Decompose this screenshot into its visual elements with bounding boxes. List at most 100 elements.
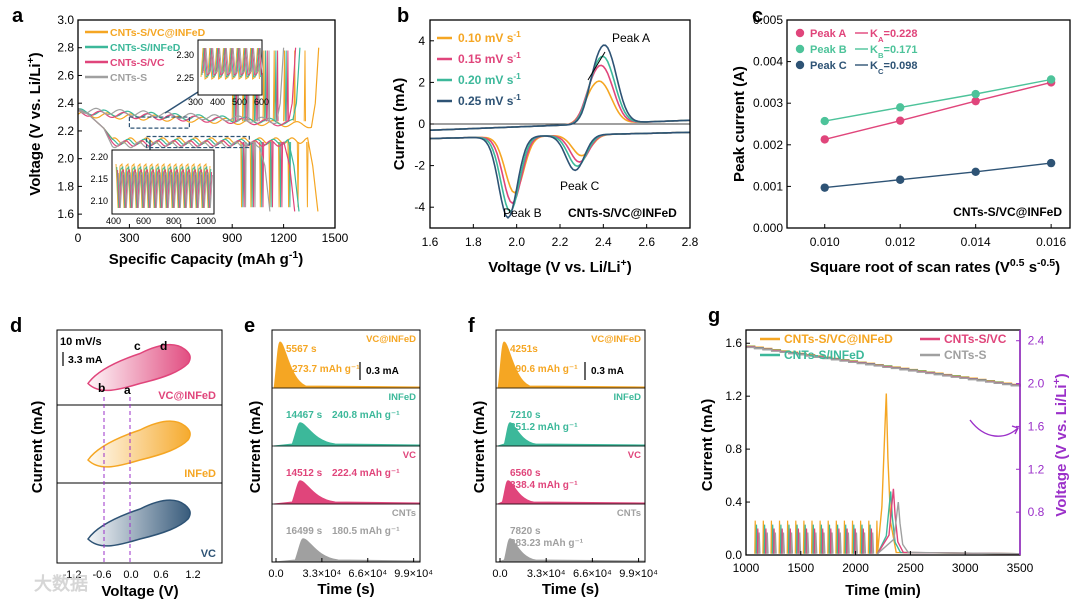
panel-e-xlabel: Time (s) xyxy=(317,581,374,598)
y-tick-label: 1.6 xyxy=(57,207,74,221)
x-tick-label: 0.010 xyxy=(810,235,840,249)
x-tick-label: 3000 xyxy=(952,561,979,575)
watermark-text: 大数据 xyxy=(34,573,88,594)
panel-e-frame xyxy=(271,329,421,563)
legend-k-value: KC=0.098 xyxy=(870,60,917,76)
inset-lower-curve-2 xyxy=(117,168,213,209)
panel-g-xlabel: Time (min) xyxy=(845,582,921,599)
y-right-tick-label: 2.4 xyxy=(1028,334,1045,348)
y-tick-label: 1.8 xyxy=(57,179,74,193)
y-right-tick-label: 1.2 xyxy=(1028,462,1045,476)
data-point xyxy=(971,96,980,106)
legend-label: CNTs-S xyxy=(110,72,147,84)
x-tick-label: 2.0 xyxy=(508,235,525,249)
charge-spike-0 xyxy=(262,50,265,122)
series-label: VC@INFeD xyxy=(366,334,416,345)
current-pulse-3 xyxy=(871,532,875,554)
current-pulse-3 xyxy=(798,532,802,554)
y-right-tick-label: 2.0 xyxy=(1028,377,1045,391)
inset-upper-ytick: 2.25 xyxy=(176,73,194,83)
y-tick-label: 0.001 xyxy=(753,179,783,193)
peak-c-label: Peak C xyxy=(560,179,600,193)
legend-label: CNTs-S/INFeD xyxy=(784,348,865,362)
x-tick-label: 1.8 xyxy=(465,235,482,249)
axis-arrow xyxy=(969,419,1019,437)
y-tick-label: 2.6 xyxy=(57,68,74,82)
data-point xyxy=(971,89,980,99)
panel-g-ylabel-right: Voltage (V vs. Li/Li+) xyxy=(1051,373,1070,516)
y-tick-label: 0.002 xyxy=(753,138,783,152)
x-tick-label: 900 xyxy=(222,231,242,245)
cv-loop-2 xyxy=(87,499,191,547)
legend-k-value: KA=0.228 xyxy=(870,28,917,44)
y-right-tick-label: 1.6 xyxy=(1028,419,1045,433)
panel-d-scale-bar: 3.3 mA xyxy=(68,354,103,366)
current-pulse-3 xyxy=(855,532,858,554)
discharge-peak-e-1 xyxy=(273,422,421,447)
inset-lower-xtick: 600 xyxy=(136,216,151,226)
panel-d-scan-rate: 10 mV/s xyxy=(60,336,102,348)
x-tick-label: 9.9×10⁴ xyxy=(619,568,658,580)
y-tick-label: -2 xyxy=(414,159,425,173)
current-peak-0 xyxy=(876,393,1021,555)
y-tick-label: 2.2 xyxy=(57,124,74,138)
panel-g-ylabel: Current (mA) xyxy=(699,399,716,492)
y-tick-label: 2.4 xyxy=(57,96,74,110)
capacity-label: 338.4 mAh g⁻¹ xyxy=(510,480,578,491)
inset-lower-ytick: 2.10 xyxy=(90,196,108,206)
panel-label-b: b xyxy=(397,5,409,27)
charge-curve-3 xyxy=(77,47,285,125)
inset-lower-ytick: 2.20 xyxy=(90,152,108,162)
charge-spike-2 xyxy=(266,50,269,122)
time-label: 6560 s xyxy=(510,468,541,479)
y-right-tick-label: 0.8 xyxy=(1028,505,1045,519)
capacity-label: 283.23 mAh g⁻¹ xyxy=(510,538,584,549)
y-tick-label: 0.000 xyxy=(753,221,783,235)
current-pulse-3 xyxy=(863,532,867,554)
x-tick-label: 3500 xyxy=(1007,561,1034,575)
x-tick-label: 0.012 xyxy=(885,235,915,249)
point-label-d: d xyxy=(160,339,167,353)
point-label-b: b xyxy=(98,381,105,395)
x-tick-label: -1.2 xyxy=(63,569,82,581)
legend-label: 0.25 mV s-1 xyxy=(458,92,521,108)
x-tick-label: -0.6 xyxy=(93,569,112,581)
panel-label-e: e xyxy=(244,315,255,337)
inset-upper-xtick: 400 xyxy=(210,97,225,107)
x-tick-label: 1200 xyxy=(270,231,297,245)
x-tick-label: 0.0 xyxy=(123,569,138,581)
x-tick-label: 6.6×10⁴ xyxy=(348,568,387,580)
panel-label-c: c xyxy=(752,5,763,27)
data-point xyxy=(820,116,829,126)
current-pulse-3 xyxy=(823,532,826,554)
panel-a-ylabel: Voltage (V vs. Li/Li+) xyxy=(25,52,44,195)
x-tick-label: 2.6 xyxy=(638,235,655,249)
capacity-label: 351.2 mAh g⁻¹ xyxy=(510,422,578,433)
data-point xyxy=(896,175,905,184)
series-label: INFeD xyxy=(614,392,642,403)
cv-loop-0 xyxy=(87,343,191,392)
discharge-peak-e-3 xyxy=(273,538,421,563)
panel-b-ylabel: Current (mA) xyxy=(391,78,408,171)
x-tick-label: 2000 xyxy=(842,561,869,575)
discharge-spike-2 xyxy=(271,141,274,208)
charge-spike-3 xyxy=(267,50,271,122)
y-tick-label: -4 xyxy=(414,200,425,214)
capacity-label: 180.5 mAh g⁻¹ xyxy=(332,526,400,537)
data-point xyxy=(896,103,905,112)
inset-upper-xtick: 300 xyxy=(188,97,203,107)
y-tick-label: 0.8 xyxy=(725,442,742,456)
legend-marker xyxy=(795,44,805,54)
time-label: 5567 s xyxy=(286,344,317,355)
series-label: CNTs xyxy=(617,508,641,519)
fit-line-2 xyxy=(824,162,1052,189)
legend-label: CNTs-S/VC xyxy=(944,332,1007,346)
inset-upper-xtick: 500 xyxy=(232,97,247,107)
x-tick-label: 0.016 xyxy=(1036,235,1066,249)
panel-f-xlabel: Time (s) xyxy=(542,581,599,598)
panel-e-ylabel: Current (mA) xyxy=(247,401,264,494)
y-tick-label: 0.004 xyxy=(753,55,783,69)
panel-c-ylabel: Peak current (A) xyxy=(731,66,748,182)
charge-curve-2 xyxy=(77,47,297,127)
x-tick-label: 1.2 xyxy=(185,569,200,581)
